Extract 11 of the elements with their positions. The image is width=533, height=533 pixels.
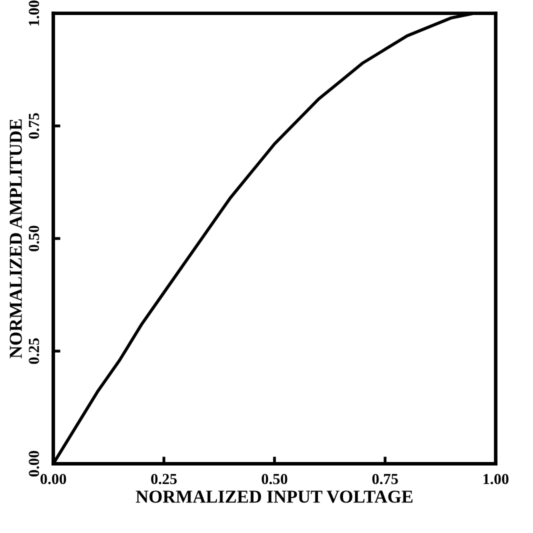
x-tick-label: 0.25 bbox=[151, 474, 177, 484]
x-axis-title: NORMALIZED INPUT VOLTAGE bbox=[136, 490, 413, 503]
y-tick-label: 1.00 bbox=[28, 0, 40, 26]
x-tick-label: 0.00 bbox=[40, 474, 66, 484]
y-tick-label: 0.25 bbox=[28, 338, 40, 364]
x-tick-label: 0.75 bbox=[372, 474, 398, 484]
x-tick-label: 0.50 bbox=[262, 474, 288, 484]
x-tick-label: 1.00 bbox=[484, 474, 508, 484]
y-tick-label: 0.50 bbox=[28, 226, 40, 252]
y-tick-label: 0.75 bbox=[28, 113, 40, 139]
y-axis-title: NORMALIZED AMPLITUDE bbox=[10, 119, 22, 358]
